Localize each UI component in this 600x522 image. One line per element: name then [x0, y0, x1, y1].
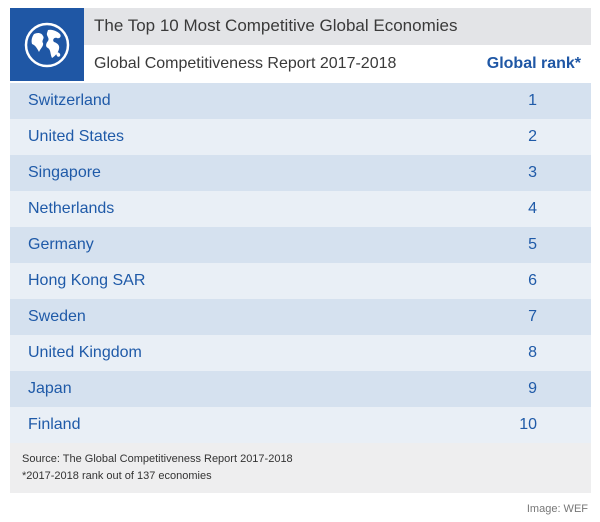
- country-name: Netherlands: [28, 200, 115, 217]
- global-rank-value: 1: [528, 92, 537, 109]
- chart-header: The Top 10 Most Competitive Global Econo…: [10, 8, 591, 81]
- country-name: Japan: [28, 380, 72, 397]
- ranking-table: Switzerland 1 United States 2 Singapore 3 Neth…: [10, 83, 591, 443]
- country-name: Sweden: [28, 308, 86, 325]
- country-name: Germany: [28, 236, 94, 253]
- table-row: Japan 9: [10, 371, 591, 407]
- chart-footer: Source: The Global Competitiveness Repor…: [10, 443, 591, 493]
- rank-column-header: Global rank*: [486, 55, 581, 72]
- country-name: Singapore: [28, 164, 101, 181]
- global-rank-value: 7: [528, 308, 537, 325]
- country-name: United Kingdom: [28, 344, 142, 361]
- table-row: Switzerland 1: [10, 83, 591, 119]
- globe-icon: [24, 22, 70, 68]
- country-name: United States: [28, 128, 125, 145]
- chart-subtitle: Global Competitiveness Report 2017-2018: [94, 55, 397, 72]
- country-name: Finland: [28, 416, 81, 433]
- chart-title: The Top 10 Most Competitive Global Econo…: [94, 16, 458, 35]
- title-bar: The Top 10 Most Competitive Global Econo…: [84, 8, 591, 45]
- global-rank-value: 3: [528, 164, 537, 181]
- footnote: *2017-2018 rank out of 137 economies: [22, 470, 212, 482]
- logo-box: [10, 8, 84, 81]
- table-row: Germany 5: [10, 227, 591, 263]
- table-row: Netherlands 4: [10, 191, 591, 227]
- image-credit: Image: WEF: [526, 503, 588, 515]
- table-row: Sweden 7: [10, 299, 591, 335]
- table-row: Hong Kong SAR 6: [10, 263, 591, 299]
- source-note: Source: The Global Competitiveness Repor…: [22, 453, 293, 465]
- global-rank-value: 10: [519, 416, 537, 433]
- global-rank-value: 6: [528, 272, 537, 289]
- table-row: Finland 10: [10, 407, 591, 443]
- global-rank-value: 8: [528, 344, 537, 361]
- global-rank-value: 5: [528, 236, 537, 253]
- global-rank-value: 9: [528, 380, 537, 397]
- table-row: United Kingdom 8: [10, 335, 591, 371]
- country-name: Switzerland: [28, 92, 111, 109]
- global-rank-value: 2: [528, 128, 537, 145]
- table-row: Singapore 3: [10, 155, 591, 191]
- table-row: United States 2: [10, 119, 591, 155]
- country-name: Hong Kong SAR: [28, 272, 146, 289]
- global-rank-value: 4: [528, 200, 537, 217]
